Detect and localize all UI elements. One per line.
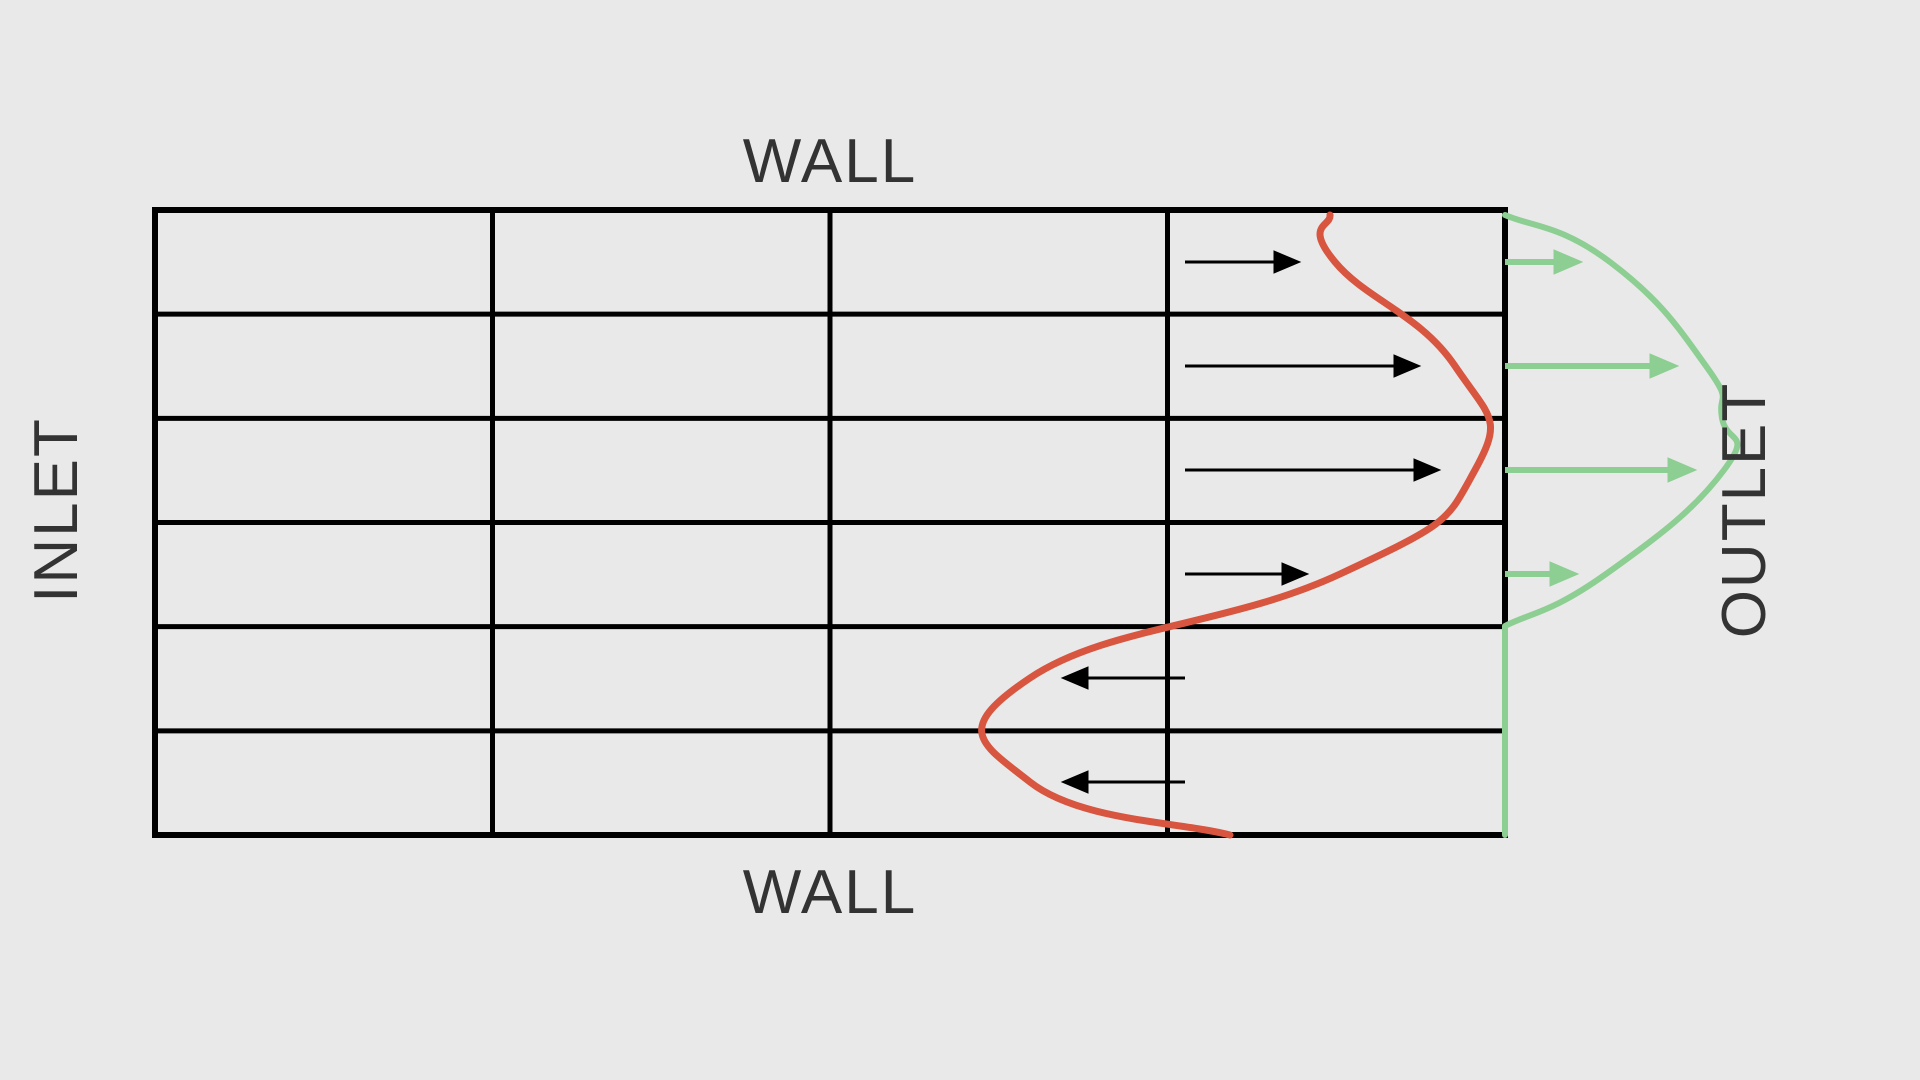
inlet-label: INLET: [22, 417, 91, 603]
outlet-label: OUTLET: [1710, 382, 1779, 639]
diagram-canvas: WALL WALL INLET OUTLET: [0, 0, 1920, 1080]
wall-label-bottom: WALL: [743, 858, 918, 927]
background-rect: [0, 0, 1920, 1080]
wall-label-top: WALL: [743, 127, 918, 196]
